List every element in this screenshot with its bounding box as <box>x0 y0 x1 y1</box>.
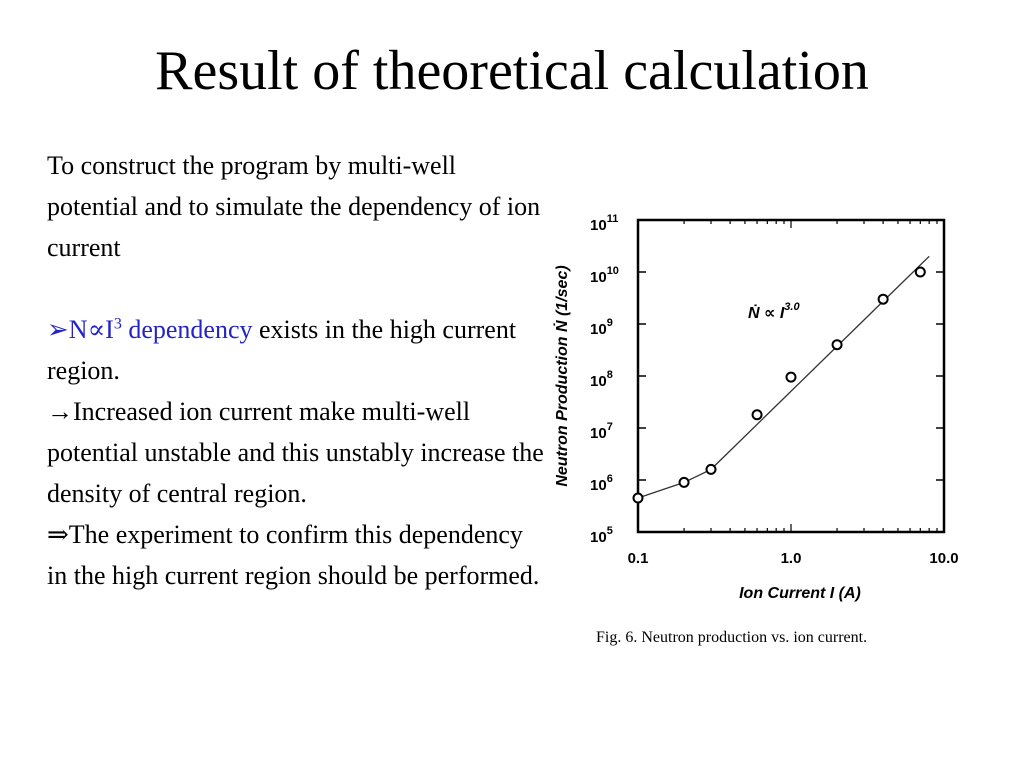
x-tick-label: 0.1 <box>628 550 649 567</box>
data-point <box>751 409 763 421</box>
y-tick-exponent: 7 <box>607 421 613 433</box>
y-tick-exponent: 11 <box>607 213 619 225</box>
figure-caption: Fig. 6. Neutron production vs. ion curre… <box>596 629 867 646</box>
y-tick-base: 10 <box>590 425 607 442</box>
annotation-exponent: 3.0 <box>784 301 800 313</box>
y-tick-exponent: 10 <box>607 265 619 277</box>
proportionality-exponent: 3 <box>113 315 122 333</box>
y-tick-base: 10 <box>590 269 607 286</box>
data-points <box>632 266 926 504</box>
x-tick-label: 1.0 <box>781 550 802 567</box>
slide-title: Result of theoretical calculation <box>155 40 869 102</box>
y-tick-exponent: 5 <box>607 525 613 537</box>
data-point <box>914 266 926 278</box>
y-tick-base: 10 <box>590 529 607 546</box>
y-tick-exponent: 6 <box>607 473 613 485</box>
slide-body: To construct the program by multi-well p… <box>47 145 547 596</box>
data-point <box>632 492 644 504</box>
y-tick-exponent: 8 <box>607 369 613 381</box>
data-point <box>705 463 717 475</box>
dependency-word: dependency <box>121 315 253 344</box>
y-tick-label: 1010 <box>590 265 619 286</box>
y-axis-label: Neutron Production Ṅ (1/sec) <box>553 265 571 486</box>
axis-ticks <box>637 219 945 533</box>
x-axis-label: Ion Current I (A) <box>739 585 861 602</box>
annotation-text: Ṅ ∝ I <box>748 304 785 322</box>
y-tick-label: 108 <box>590 369 613 390</box>
intro-paragraph: To construct the program by multi-well p… <box>47 151 541 262</box>
bullet-paragraph: ➢N∝I3 dependency exists in the high curr… <box>47 309 547 391</box>
bullet-marker: ➢ <box>47 315 69 344</box>
data-point <box>831 339 843 351</box>
y-tick-exponent: 9 <box>607 317 613 329</box>
conclusion-paragraph: ⇒The experiment to confirm this dependen… <box>47 520 540 590</box>
y-tick-base: 10 <box>590 321 607 338</box>
y-tick-base: 10 <box>590 373 607 390</box>
y-tick-base: 10 <box>590 477 607 494</box>
annotation: Ṅ ∝ I3.0 <box>748 301 800 322</box>
fit-line <box>637 255 930 499</box>
data-point <box>785 371 797 383</box>
y-tick-label: 109 <box>590 317 613 338</box>
bullet-rest: exists in the high current region. <box>47 315 517 385</box>
x-tick-labels: 0.1 1.0 10.0 <box>628 550 959 567</box>
x-tick-label: 10.0 <box>929 550 958 567</box>
y-tick-label: 1011 <box>590 213 618 234</box>
fit-line-group <box>637 255 930 499</box>
y-tick-label: 106 <box>590 473 613 494</box>
y-tick-label: 105 <box>590 525 613 546</box>
proportionality-text: N∝I <box>68 315 114 344</box>
y-tick-base: 10 <box>590 217 607 234</box>
arrow-paragraph: →Increased ion current make multi-well p… <box>47 397 544 508</box>
y-tick-label: 107 <box>590 421 613 442</box>
data-point <box>877 293 889 305</box>
data-point <box>678 476 690 488</box>
